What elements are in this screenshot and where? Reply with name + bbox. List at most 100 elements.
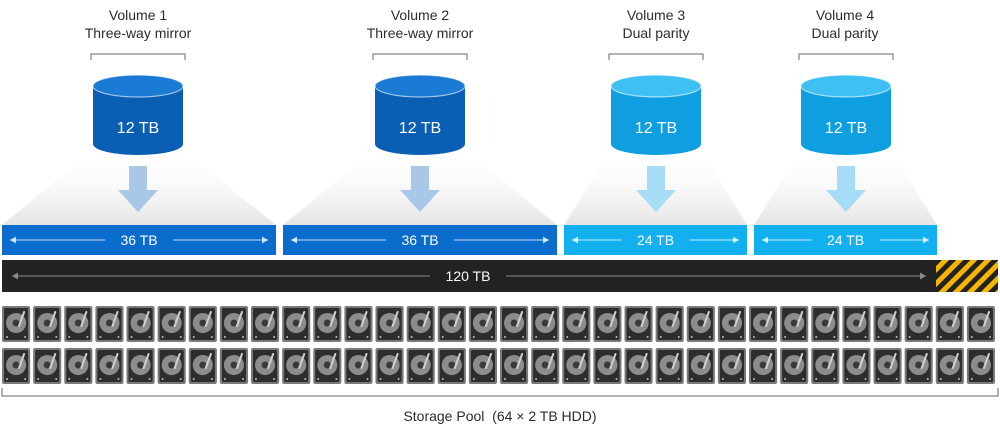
hard-disk-icon bbox=[966, 348, 995, 384]
disk-screw bbox=[957, 378, 960, 380]
disk-actuator-arm bbox=[329, 353, 337, 369]
disk-spindle bbox=[74, 319, 82, 327]
disk-actuator-arm bbox=[609, 311, 617, 327]
disk-screw bbox=[37, 378, 40, 380]
disk-actuator-arm bbox=[422, 311, 430, 327]
disk-spindle bbox=[728, 361, 736, 369]
disk-actuator-arm bbox=[267, 353, 275, 369]
disk-spindle bbox=[199, 319, 207, 327]
disk-screw bbox=[161, 378, 164, 380]
disk-spindle bbox=[105, 319, 113, 327]
disk-screw bbox=[504, 378, 506, 380]
volume-3-size: 12 TB bbox=[635, 120, 677, 137]
disk-spindle bbox=[323, 319, 331, 327]
disk-spindle bbox=[354, 361, 362, 369]
disk-actuator-arm bbox=[578, 311, 586, 327]
volume-3-footprint: 24 TB bbox=[637, 232, 674, 248]
disk-screw bbox=[148, 378, 151, 380]
hard-disk-icon bbox=[251, 306, 280, 342]
disk-actuator-arm bbox=[982, 353, 990, 369]
volume-3-cylinder-top bbox=[611, 75, 701, 97]
disk-spindle bbox=[635, 319, 643, 327]
disk-screw bbox=[957, 336, 960, 338]
disk-screw bbox=[55, 336, 58, 338]
volume-2-down-arrow-icon bbox=[400, 166, 440, 212]
hard-disk-icon bbox=[375, 306, 404, 342]
disk-actuator-arm bbox=[609, 353, 617, 369]
disk-screw bbox=[864, 336, 867, 338]
hard-disk-icon bbox=[531, 306, 560, 342]
disk-screw bbox=[335, 378, 338, 380]
disk-spindle bbox=[43, 361, 51, 369]
disk-spindle bbox=[946, 319, 954, 327]
volume-4-cylinder-top bbox=[801, 75, 891, 97]
disk-screw bbox=[833, 378, 836, 380]
disk-actuator-arm bbox=[547, 353, 555, 369]
disk-screw bbox=[553, 336, 556, 338]
disk-actuator-arm bbox=[80, 311, 88, 327]
hard-disk-icon bbox=[749, 306, 778, 342]
hard-disk-icon bbox=[2, 348, 31, 384]
disk-actuator-arm bbox=[765, 311, 773, 327]
disk-screw bbox=[223, 336, 226, 338]
hard-disk-icon bbox=[904, 348, 933, 384]
disk-actuator-arm bbox=[889, 353, 897, 369]
pool-capacity: 120 TB bbox=[446, 268, 491, 284]
volume-3-arrowhead-right-icon bbox=[733, 236, 739, 244]
disk-spindle bbox=[137, 319, 145, 327]
hard-disk-icon bbox=[842, 306, 871, 342]
disk-screw bbox=[708, 378, 711, 380]
disk-spindle bbox=[448, 319, 456, 327]
volume-1-arrowhead-right-icon bbox=[262, 236, 268, 244]
volume-4-down-arrow-icon bbox=[826, 166, 866, 212]
volume-3-cylinder-icon: 12 TB bbox=[610, 74, 702, 155]
volume-2-cylinder-body bbox=[375, 86, 465, 155]
disk-screw bbox=[68, 378, 71, 380]
hard-disk-icon bbox=[966, 306, 995, 342]
disk-screw bbox=[273, 378, 276, 380]
hard-disk-icon bbox=[811, 348, 840, 384]
volume-4-title: Volume 4 Dual parity bbox=[755, 6, 935, 42]
volume-1-name: Volume 1 bbox=[108, 7, 168, 23]
hard-disk-icon bbox=[313, 306, 342, 342]
hard-disk-icon bbox=[624, 348, 653, 384]
pool-arrowhead-right-icon bbox=[920, 272, 926, 280]
disk-screw bbox=[317, 336, 320, 338]
disk-spindle bbox=[852, 361, 860, 369]
disk-screw bbox=[989, 378, 991, 380]
storage-pool-label: Storage Pool (64 × 2 TB HDD) bbox=[403, 408, 597, 424]
disk-screw bbox=[926, 378, 929, 380]
disk-spindle bbox=[386, 319, 394, 327]
volume-3-resiliency: Dual parity bbox=[622, 25, 690, 41]
disk-screw bbox=[491, 378, 493, 380]
disk-actuator-arm bbox=[235, 311, 243, 327]
disk-spindle bbox=[74, 361, 82, 369]
hard-disk-icon bbox=[904, 306, 933, 342]
volume-2-arrowhead-left-icon bbox=[291, 236, 297, 244]
volume-1-title-bracket bbox=[90, 53, 186, 60]
disk-spindle bbox=[230, 319, 238, 327]
disk-actuator-arm bbox=[204, 353, 212, 369]
volume-3-title: Volume 3 Dual parity bbox=[566, 6, 746, 42]
disk-spindle bbox=[510, 361, 518, 369]
hard-disk-icon bbox=[873, 306, 902, 342]
disk-actuator-arm bbox=[982, 311, 990, 327]
disk-screw bbox=[721, 378, 724, 380]
volume-2-resiliency: Three-way mirror bbox=[366, 25, 474, 41]
disk-spindle bbox=[199, 361, 207, 369]
disk-screw bbox=[6, 336, 8, 338]
disk-spindle bbox=[417, 361, 425, 369]
disk-actuator-arm bbox=[484, 311, 492, 327]
disk-screw bbox=[553, 378, 556, 380]
disk-actuator-arm bbox=[733, 311, 741, 327]
disk-actuator-arm bbox=[827, 311, 835, 327]
disk-spindle bbox=[572, 319, 580, 327]
volume-2-title: Volume 2 Three-way mirror bbox=[330, 6, 510, 42]
disk-spindle bbox=[697, 319, 705, 327]
disk-screw bbox=[846, 336, 849, 338]
disk-spindle bbox=[915, 361, 923, 369]
hard-disk-icon bbox=[188, 348, 217, 384]
disk-screw bbox=[242, 336, 244, 338]
hard-disk-icon bbox=[468, 306, 497, 342]
hard-disk-icon bbox=[126, 348, 155, 384]
